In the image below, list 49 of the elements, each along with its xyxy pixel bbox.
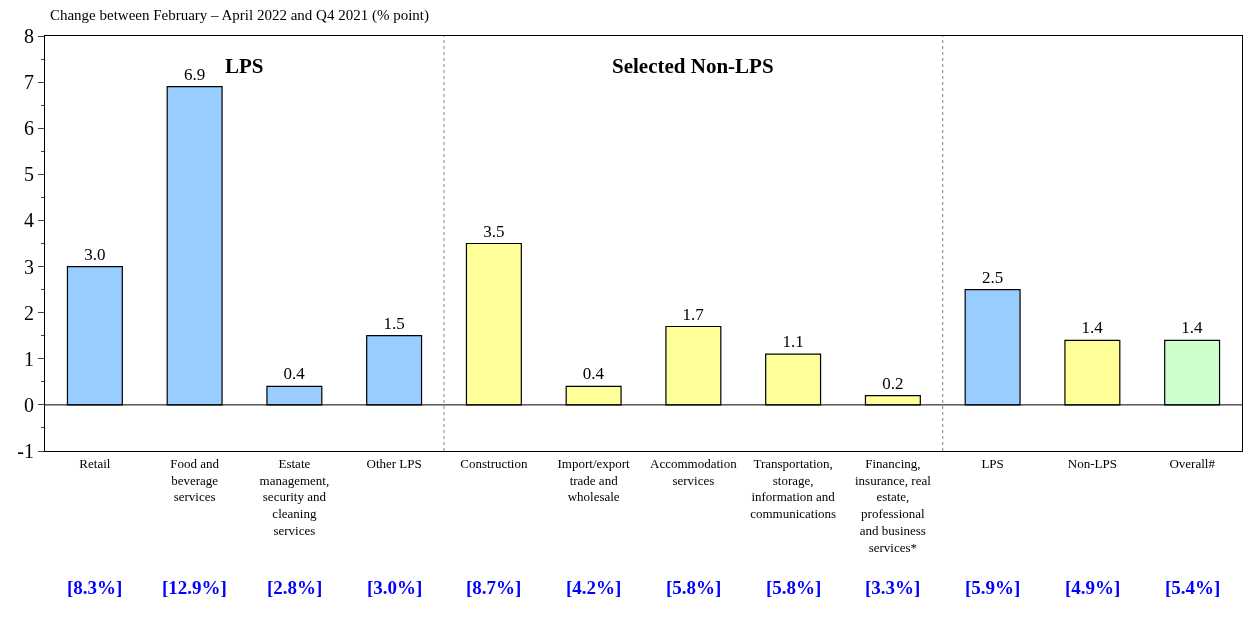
chart-title: Change between February – April 2022 and Q4 2021 (% point): [49, 6, 430, 24]
x-tick-label: Retail: [79, 455, 111, 471]
y-tick-label: 3: [24, 255, 34, 278]
text: [3.3%]: [865, 577, 921, 598]
text: [12.9%]: [162, 577, 227, 598]
data-label: 0.2: [882, 373, 904, 393]
data-label: 1.1: [782, 332, 804, 352]
data-label: 1.4: [1181, 318, 1203, 338]
text: [5.4%]: [1165, 577, 1221, 598]
text: [8.7%]: [466, 577, 522, 598]
text: [5.8%]: [666, 577, 722, 598]
text: [5.8%]: [766, 577, 822, 598]
x-tick-label: Financing, insurance, real estate, professional and business services*: [854, 455, 932, 556]
x-tick-label: Transportation, storage, information and communications: [750, 455, 837, 522]
text: [4.9%]: [1065, 577, 1121, 598]
x-tick-label: Construction: [460, 455, 528, 471]
y-tick-label: 6: [24, 117, 34, 140]
x-tick-label: LPS: [981, 455, 1004, 471]
annotation: Selected Non-LPS: [612, 54, 774, 78]
y-tick-label: -1: [17, 440, 34, 462]
data-label: 6.9: [184, 64, 206, 84]
x-tick-label: Accommodation services: [650, 455, 738, 488]
data-label: 3.5: [483, 221, 505, 241]
y-tick-label: 7: [24, 71, 34, 94]
y-tick-label: 8: [24, 25, 34, 47]
data-label: 1.7: [682, 304, 705, 324]
x-tick-label: Import/export trade and wholesale: [557, 455, 631, 505]
y-tick-label: 1: [24, 347, 34, 370]
text: [2.8%]: [267, 577, 323, 598]
y-tick-label: 0: [24, 393, 34, 416]
x-tick-label: Overall#: [1169, 455, 1216, 471]
data-label: 1.4: [1081, 318, 1104, 338]
data-label: 2.5: [982, 267, 1004, 287]
annotation: LPS: [225, 54, 264, 78]
y-tick-label: 5: [24, 163, 34, 186]
x-tick-label: Estate management, security and cleaning services: [259, 455, 330, 539]
text: [5.9%]: [965, 577, 1021, 598]
y-tick-label: 2: [24, 301, 34, 324]
y-tick-label: 4: [24, 209, 34, 232]
x-tick-label: Other LPS: [366, 455, 422, 471]
x-tick-label: Food and beverage services: [170, 455, 220, 505]
text: [4.2%]: [566, 577, 622, 598]
text: [3.0%]: [367, 577, 423, 598]
text: [8.3%]: [67, 577, 123, 598]
data-label: 0.4: [582, 364, 605, 384]
x-tick-label: Non-LPS: [1067, 455, 1117, 471]
data-label: 1.5: [383, 313, 405, 333]
data-label: 3.0: [84, 244, 106, 264]
data-label: 0.4: [283, 364, 306, 384]
